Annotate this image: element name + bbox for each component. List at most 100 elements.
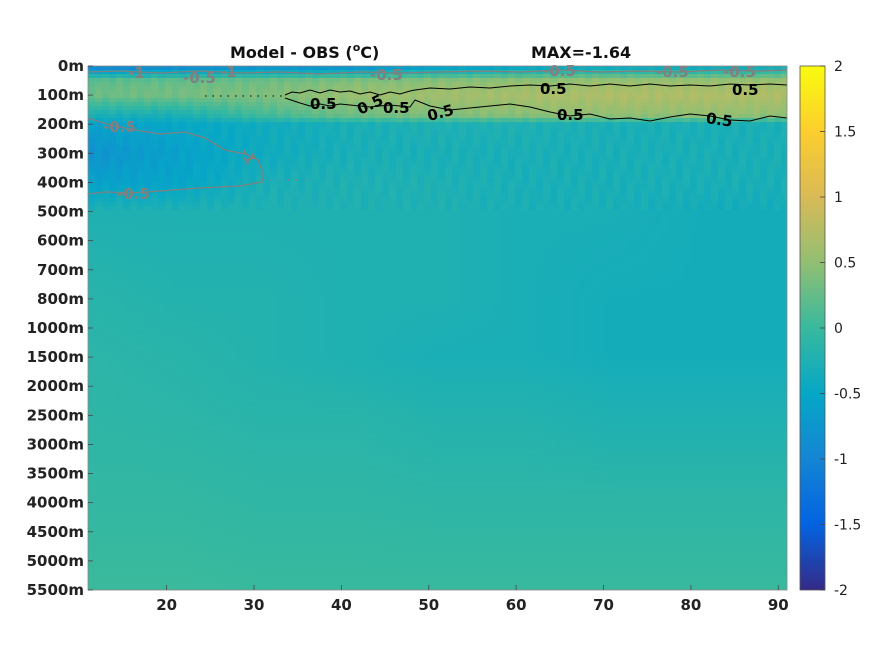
heatmap-cell [578,130,586,135]
heatmap-cell [746,254,754,259]
heatmap-cell [522,162,530,167]
heatmap-cell [403,182,411,187]
heatmap-cell [655,102,663,107]
heatmap-cell [354,174,362,179]
heatmap-cell [438,114,446,119]
heatmap-cell [634,66,642,71]
heatmap-cell [403,226,411,231]
heatmap-cell [487,130,495,135]
heatmap-cell [487,94,495,99]
heatmap-cell [711,182,719,187]
heatmap-cell [690,110,698,115]
heatmap-cell [417,242,425,247]
heatmap-cell [459,154,467,159]
heatmap-cell [361,126,369,131]
heatmap-cell [585,114,593,119]
heatmap-cell [424,218,432,223]
heatmap-cell [578,74,586,79]
heatmap-cell [718,194,726,199]
heatmap-cell [445,246,453,251]
heatmap-cell [536,218,544,223]
heatmap-cell [270,154,278,159]
heatmap-cell [137,110,145,115]
heatmap-cell [473,238,481,243]
heatmap-cell [466,150,474,155]
heatmap-cell [431,206,439,211]
heatmap-cell [662,246,670,251]
heatmap-cell [193,166,201,171]
heatmap-cell [627,118,635,123]
heatmap-cell [151,114,159,119]
heatmap-cell [515,198,523,203]
heatmap-cell [417,214,425,219]
heatmap-cell [130,118,138,123]
heatmap-cell [396,142,404,147]
heatmap-cell [655,206,663,211]
heatmap-cell [424,106,432,111]
heatmap-cell [424,246,432,251]
heatmap-cell [221,242,229,247]
heatmap-cell [515,146,523,151]
heatmap-cell [438,194,446,199]
heatmap-cell [361,238,369,243]
heatmap-cell [438,174,446,179]
heatmap-cell [697,178,705,183]
heatmap-cell [235,122,243,127]
heatmap-cell [319,122,327,127]
heatmap-cell [711,90,719,95]
heatmap-cell [193,154,201,159]
heatmap-cell [221,82,229,87]
heatmap-cell [571,182,579,187]
heatmap-cell [487,162,495,167]
heatmap-cell [389,214,397,219]
heatmap-cell [277,226,285,231]
heatmap-cell [725,246,733,251]
heatmap-cell [431,170,439,175]
heatmap-cell [424,130,432,135]
heatmap-cell [130,106,138,111]
heatmap-cell [753,110,761,115]
heatmap-cell [662,198,670,203]
heatmap-cell [291,238,299,243]
heatmap-cell [585,198,593,203]
heatmap-cell [564,194,572,199]
heatmap-cell [242,154,250,159]
heatmap-cell [256,222,264,227]
heatmap-cell [676,150,684,155]
heatmap-cell [151,158,159,163]
heatmap-cell [529,242,537,247]
heatmap-cell [662,122,670,127]
heatmap-cell [774,90,782,95]
heatmap-cell [501,98,509,103]
heatmap-cell [186,206,194,211]
heatmap-cell [508,222,516,227]
heatmap-cell [508,86,516,91]
heatmap-cell [354,234,362,239]
heatmap-cell [88,158,96,163]
heatmap-cell [354,250,362,255]
heatmap-cell [676,190,684,195]
heatmap-cell [571,222,579,227]
heatmap-cell [669,178,677,183]
heatmap-cell [186,130,194,135]
heatmap-cell [382,230,390,235]
heatmap-cell [445,170,453,175]
heatmap-cell [130,82,138,87]
heatmap-cell [634,198,642,203]
heatmap-cell [543,150,551,155]
heatmap-cell [725,210,733,215]
heatmap-cell [319,82,327,87]
heatmap-cell [228,254,236,259]
heatmap-cell [382,126,390,131]
heatmap-cell [88,110,96,115]
heatmap-cell [606,222,614,227]
heatmap-cell [200,238,208,243]
heatmap-cell [648,166,656,171]
heatmap-cell [389,86,397,91]
heatmap-cell [585,238,593,243]
heatmap-cell [102,134,110,139]
heatmap-cell [445,210,453,215]
heatmap-cell [697,86,705,91]
heatmap-cell [291,182,299,187]
heatmap-cell [207,210,215,215]
